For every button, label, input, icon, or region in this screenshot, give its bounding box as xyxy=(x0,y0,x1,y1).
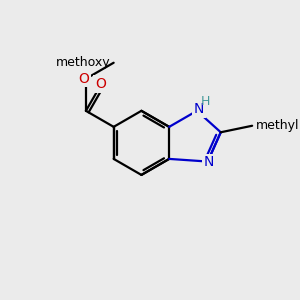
Text: methyl: methyl xyxy=(256,119,299,132)
Text: N: N xyxy=(203,155,214,170)
Text: O: O xyxy=(95,77,106,91)
Text: H: H xyxy=(201,95,211,108)
Text: O: O xyxy=(79,72,90,86)
Text: N: N xyxy=(194,102,204,116)
Text: methoxy: methoxy xyxy=(56,56,111,69)
